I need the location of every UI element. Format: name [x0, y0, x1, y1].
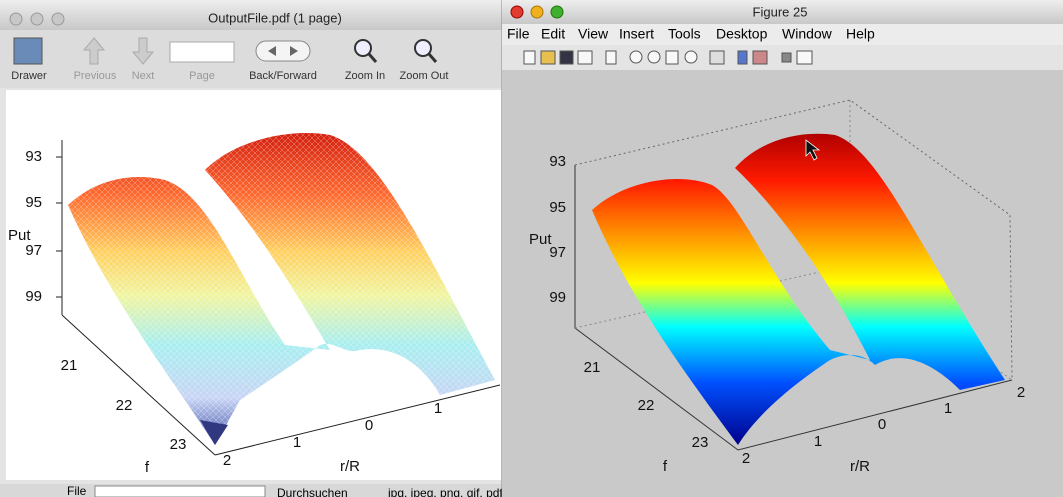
z-tick-label: 95	[25, 194, 42, 211]
menu-bar	[502, 24, 1063, 45]
z-tick-label: 97	[25, 242, 42, 259]
axes	[56, 140, 501, 456]
toolbar-label[interactable]: Page	[189, 70, 215, 82]
toolbar-label[interactable]: Previous	[74, 70, 117, 82]
window-title: OutputFile.pdf (1 page)	[208, 10, 342, 25]
minimize-button[interactable]	[30, 12, 44, 26]
menu-item[interactable]: Insert	[619, 26, 654, 42]
title-bar	[0, 0, 503, 30]
menu-item[interactable]: Help	[846, 26, 875, 42]
toolbar-label[interactable]: Drawer	[11, 70, 47, 82]
x-tick-label: 2	[742, 450, 750, 467]
close-button[interactable]	[9, 12, 23, 26]
z-tick-label: 97	[549, 244, 566, 261]
y-tick-label: 22	[638, 397, 655, 414]
browse-button[interactable]: Durchsuchen	[277, 486, 348, 497]
surface-plot	[592, 133, 1005, 445]
mouse-cursor	[805, 139, 821, 161]
file-field[interactable]	[94, 485, 266, 497]
y-axis-label: f	[145, 459, 150, 476]
upload-bar: File Durchsuchen jpg, jpeg, png, gif, pd…	[0, 484, 577, 497]
toolbar-label[interactable]: Back/Forward	[249, 70, 317, 82]
x-axis-label: r/R	[340, 458, 360, 475]
z-axis-label: Put	[529, 231, 552, 248]
figure-window: Figure 25 File Edit View Insert Tools De…	[501, 0, 1063, 497]
toolbar-label[interactable]: Next	[132, 70, 155, 82]
close-button[interactable]	[510, 5, 524, 19]
menu-item[interactable]: View	[578, 26, 609, 42]
next-icon[interactable]	[131, 37, 155, 65]
menu-item[interactable]: File	[507, 26, 530, 42]
zoom-in-icon[interactable]	[354, 39, 372, 57]
toolbar-label[interactable]: Zoom Out	[400, 70, 449, 82]
y-tick-label: 21	[584, 359, 601, 376]
icon-line	[367, 53, 378, 63]
title-bar	[502, 0, 1063, 24]
x-tick-label: 1	[944, 400, 952, 417]
z-tick-label: 93	[25, 148, 42, 165]
preview-window: OutputFile.pdf (1 page) Drawer Previous …	[0, 0, 503, 484]
window-title: Figure 25	[753, 4, 808, 19]
x-axis-label: r/R	[850, 458, 870, 475]
toolbar-icons[interactable]	[523, 50, 813, 65]
upload-hint: jpg, jpeg, png, gif, pdf, doc, ppt only	[387, 486, 577, 497]
x-tick-label: 0	[878, 416, 886, 433]
x-tick-label: 1	[434, 400, 442, 417]
menu-item[interactable]: Tools	[668, 26, 701, 42]
figure-area	[502, 70, 1063, 497]
x-tick-label: 2	[223, 452, 231, 469]
zoom-button[interactable]	[51, 12, 65, 26]
upload-label: File	[67, 484, 87, 497]
z-tick-label: 99	[549, 289, 566, 306]
icon-line	[427, 53, 438, 63]
z-axis-label: Put	[8, 227, 31, 244]
y-tick-label: 23	[692, 434, 709, 451]
menu-item[interactable]: Desktop	[716, 26, 768, 42]
surface-mesh	[68, 133, 495, 445]
previous-icon[interactable]	[82, 37, 106, 65]
arrows-icon	[268, 46, 298, 56]
minimize-button[interactable]	[530, 5, 544, 19]
z-tick-label: 93	[549, 153, 566, 170]
z-tick-label: 95	[549, 199, 566, 216]
x-tick-label: 1	[293, 434, 301, 451]
page-field[interactable]	[169, 41, 235, 63]
y-tick-label: 22	[116, 397, 133, 414]
z-tick-label: 99	[25, 288, 42, 305]
x-tick-label: 1	[814, 433, 822, 450]
zoom-button[interactable]	[550, 5, 564, 19]
toolbar	[0, 30, 503, 88]
y-axis-label: f	[663, 458, 668, 475]
menu-item[interactable]: Edit	[541, 26, 565, 42]
y-tick-label: 23	[170, 436, 187, 453]
surface-corner	[200, 420, 228, 445]
x-tick-label: 0	[365, 417, 373, 434]
back-forward-control[interactable]	[255, 40, 311, 62]
drawer-icon[interactable]	[13, 37, 43, 65]
toolbar-label[interactable]: Zoom In	[345, 70, 385, 82]
x-tick-label: 2	[1017, 384, 1025, 401]
y-tick-label: 21	[61, 357, 78, 374]
menu-item[interactable]: Window	[782, 26, 833, 42]
zoom-out-icon[interactable]	[414, 39, 432, 57]
